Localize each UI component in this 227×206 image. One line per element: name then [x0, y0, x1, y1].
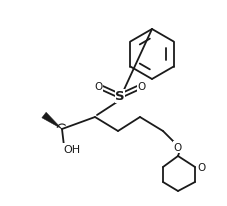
Text: O: O	[197, 162, 205, 172]
Polygon shape	[42, 113, 62, 129]
Text: O: O	[94, 82, 102, 91]
Text: O: O	[174, 142, 182, 152]
Text: OH: OH	[63, 144, 81, 154]
Text: S: S	[115, 90, 125, 103]
Text: O: O	[138, 82, 146, 91]
